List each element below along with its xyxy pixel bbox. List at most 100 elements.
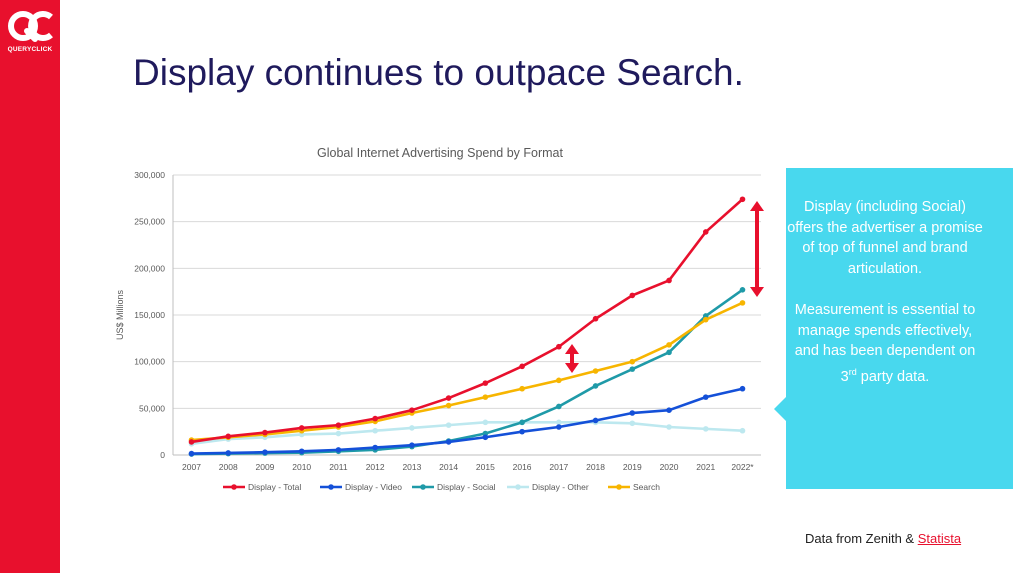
legend-item: Display - Video bbox=[320, 482, 402, 492]
legend-marker bbox=[515, 484, 521, 490]
data-point bbox=[556, 419, 562, 426]
red-arrow-icon bbox=[565, 344, 579, 373]
x-tick-label: 2009 bbox=[256, 462, 275, 472]
data-point bbox=[445, 402, 452, 409]
x-tick-label: 2015 bbox=[476, 462, 495, 472]
series-line bbox=[191, 387, 743, 455]
data-point bbox=[556, 377, 562, 384]
x-tick-label: 2018 bbox=[586, 462, 605, 472]
line-chart: Global Internet Advertising Spend by For… bbox=[115, 146, 764, 492]
data-point bbox=[666, 277, 672, 284]
data-point bbox=[409, 442, 415, 449]
data-point bbox=[739, 427, 746, 434]
data-point bbox=[592, 368, 599, 374]
x-tick-label: 2008 bbox=[219, 462, 238, 472]
y-tick-label: 200,000 bbox=[134, 263, 165, 273]
data-point bbox=[592, 315, 599, 322]
data-point bbox=[666, 407, 672, 414]
arrow-head-down bbox=[750, 287, 764, 297]
data-point bbox=[556, 343, 562, 350]
data-point bbox=[188, 450, 195, 457]
callout-paragraph-2-main: Measurement is essential to manage spend… bbox=[794, 302, 976, 385]
data-point bbox=[262, 449, 268, 456]
legend-item: Display - Total bbox=[223, 482, 301, 492]
x-tick-label: 2007 bbox=[182, 462, 201, 472]
callout-box bbox=[774, 168, 1013, 489]
data-point bbox=[409, 425, 415, 431]
legend-label: Display - Social bbox=[437, 482, 496, 492]
data-point bbox=[519, 419, 525, 426]
arrow-head-down bbox=[565, 363, 579, 373]
data-point bbox=[409, 407, 415, 414]
x-tick-label: 2013 bbox=[402, 462, 421, 472]
x-tick-label: 2021 bbox=[696, 462, 715, 472]
data-point bbox=[592, 383, 599, 389]
x-tick-label: 2011 bbox=[329, 462, 348, 472]
data-point bbox=[482, 394, 489, 400]
data-point bbox=[702, 229, 709, 235]
series-line bbox=[191, 301, 744, 442]
data-point bbox=[335, 447, 342, 453]
data-point bbox=[629, 292, 636, 299]
data-point bbox=[702, 316, 709, 323]
callout-superscript: rd bbox=[848, 366, 857, 377]
data-point bbox=[445, 395, 452, 401]
statista-link[interactable]: Statista bbox=[917, 531, 962, 546]
legend-marker bbox=[231, 484, 237, 490]
data-point bbox=[298, 448, 305, 455]
data-point bbox=[335, 430, 342, 437]
series-line bbox=[191, 288, 744, 456]
data-point bbox=[519, 385, 525, 392]
data-point bbox=[739, 385, 746, 392]
red-arrow-icon bbox=[750, 201, 764, 297]
data-point bbox=[519, 363, 525, 370]
x-tick-label: 2022* bbox=[731, 462, 754, 472]
legend-label: Search bbox=[633, 482, 660, 492]
y-tick-label: 250,000 bbox=[134, 217, 165, 227]
brand-sidebar: QUERYCLICK bbox=[0, 0, 60, 573]
y-tick-label: 0 bbox=[160, 450, 165, 460]
legend-label: Display - Other bbox=[532, 482, 589, 492]
y-axis-label: US$ Millions bbox=[115, 289, 125, 340]
data-point bbox=[702, 394, 709, 400]
data-point bbox=[372, 427, 378, 434]
x-tick-label: 2012 bbox=[366, 462, 385, 472]
legend-label: Display - Total bbox=[248, 482, 301, 492]
legend-item: Display - Other bbox=[507, 482, 589, 492]
callout-paragraph-2-end: party data. bbox=[856, 368, 930, 385]
x-tick-label: 2017 bbox=[549, 462, 568, 472]
data-point bbox=[482, 380, 489, 386]
legend-item: Display - Social bbox=[412, 482, 496, 492]
legend-marker bbox=[420, 484, 426, 490]
y-tick-label: 100,000 bbox=[134, 357, 165, 367]
data-point bbox=[482, 434, 489, 441]
x-tick-label: 2014 bbox=[439, 462, 458, 472]
data-point bbox=[739, 287, 746, 293]
data-point bbox=[482, 419, 489, 426]
data-point bbox=[666, 342, 672, 348]
data-point bbox=[629, 366, 636, 372]
series-line bbox=[191, 198, 744, 444]
callout-text: Display (including Social) offers the ad… bbox=[787, 197, 983, 387]
data-source: Data from Zenith & Statista bbox=[805, 531, 961, 546]
data-point bbox=[556, 403, 562, 410]
x-tick-label: 2016 bbox=[513, 462, 532, 472]
data-point bbox=[739, 196, 746, 203]
data-point bbox=[666, 349, 672, 356]
x-tick-label: 2019 bbox=[623, 462, 642, 472]
data-point bbox=[372, 444, 378, 451]
legend-marker bbox=[616, 484, 622, 490]
x-tick-label: 2010 bbox=[292, 462, 311, 472]
data-point bbox=[335, 422, 342, 428]
chart-title: Global Internet Advertising Spend by For… bbox=[317, 146, 563, 160]
callout-paragraph-1: Display (including Social) offers the ad… bbox=[787, 199, 983, 277]
legend-marker bbox=[328, 484, 334, 490]
data-point bbox=[372, 415, 378, 422]
legend-label: Display - Video bbox=[345, 482, 402, 492]
data-point bbox=[262, 429, 268, 436]
data-point bbox=[188, 439, 195, 445]
arrow-head-up bbox=[565, 344, 579, 354]
slide-title: Display continues to outpace Search. bbox=[133, 52, 744, 93]
data-point bbox=[445, 422, 452, 428]
data-point bbox=[225, 433, 232, 440]
